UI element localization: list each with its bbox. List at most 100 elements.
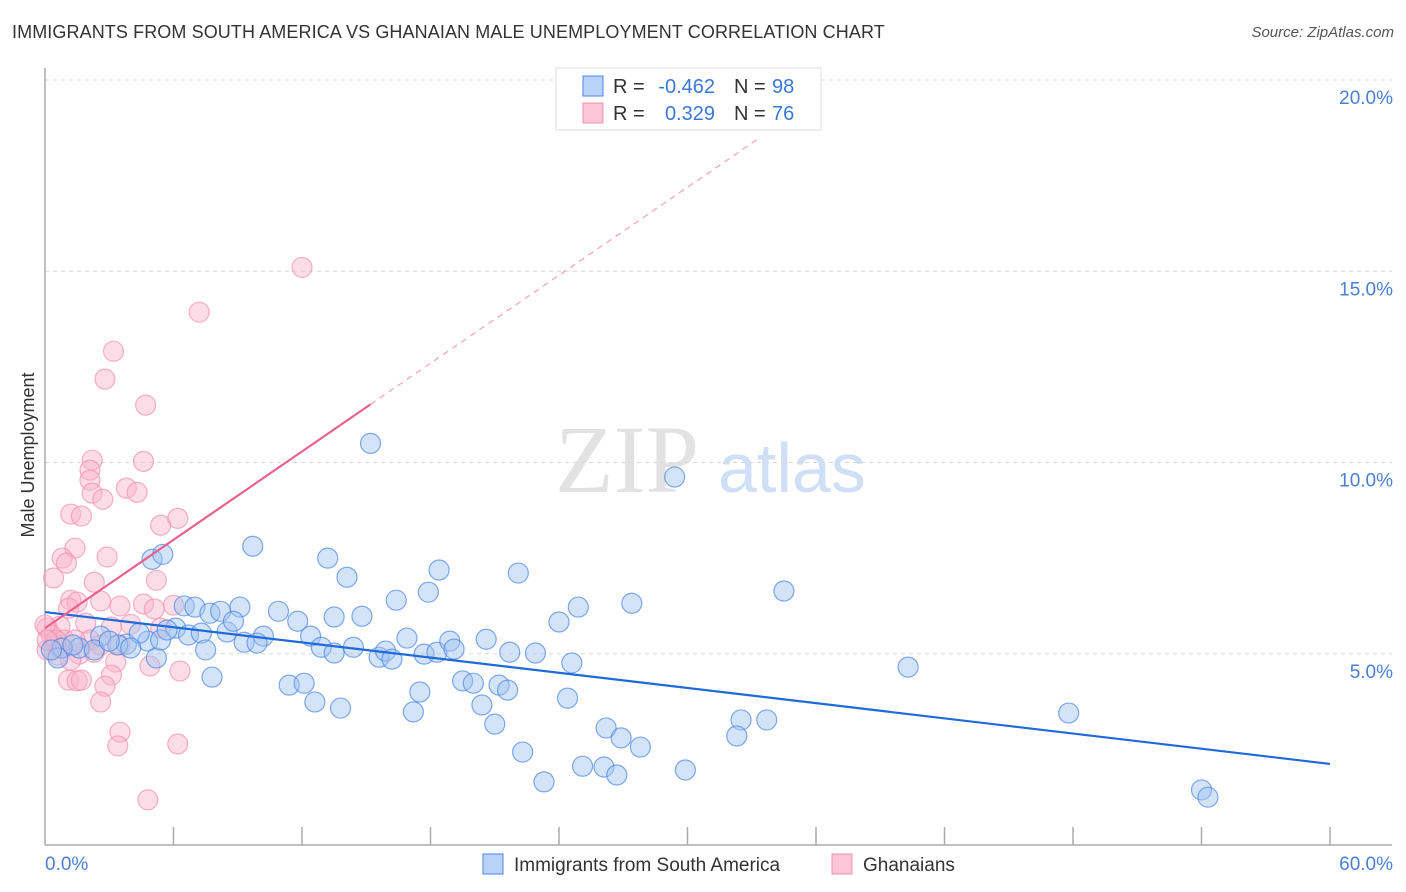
south-america-point [511,741,534,763]
n-value-blue: 98 [772,76,794,98]
south-america-point [299,625,322,647]
south-america-point [317,547,339,569]
y-tick-label: 20.0% [1339,88,1393,109]
south-america-point [443,638,465,660]
south-america-point [190,622,212,644]
south-america-point [195,639,217,661]
south-america-point [336,566,358,588]
n-label: N = [734,76,766,98]
south-america-point [561,652,583,674]
south-america-point [726,725,748,747]
south-america-point [229,596,251,618]
ghanaian-point [115,477,137,499]
south-america-point [428,559,450,581]
south-america-point [98,630,120,652]
ghanaian-point [60,503,82,525]
legend-label-ghanaians: Ghanaians [863,855,955,876]
south-america-point [897,656,919,678]
y-tick-label: 5.0% [1350,662,1393,683]
ghanaian-point [79,469,101,491]
south-america-point [497,679,519,701]
blue-swatch [582,75,604,97]
south-america-point [267,600,290,622]
south-america-point [293,672,315,694]
south-america-point [756,709,778,731]
south-america-point [385,589,407,611]
ghanaian-point [105,651,127,673]
ghanaian-point [90,691,112,713]
south-america-point [595,717,617,739]
south-america-point [145,647,167,669]
ghanaian-point [81,482,103,504]
watermark-atlas: atlas [718,429,866,507]
ghanaian-point [55,552,78,574]
ghanaian-point [107,735,129,757]
chart-title: IMMIGRANTS FROM SOUTH AMERICA VS GHANAIA… [12,22,885,42]
south-america-point [242,535,264,557]
south-america-point [351,605,373,627]
south-america-point [571,755,594,777]
south-america-point [484,713,506,735]
south-america-point [287,610,309,632]
south-america-point [475,628,497,650]
ghanaian-point [109,595,131,617]
south-america-point [201,666,223,688]
y-tick-label: 10.0% [1339,471,1393,492]
ghanaian-point [126,481,148,503]
ghanaian-point [132,593,155,615]
pink-swatch [582,102,604,124]
r-label: R = [613,103,645,125]
south-america-point [664,466,686,488]
south-america-point [1197,786,1219,808]
south-america-point [533,771,555,793]
south-america-point [773,580,795,602]
south-america-point [156,619,178,641]
ghanaian-point [70,505,93,527]
x-tick-label-max: 60.0% [1339,854,1393,875]
watermark: ZIP [555,406,699,513]
ghanaian-point [70,669,93,691]
south-america-point [1058,702,1080,724]
south-america-point [304,691,326,713]
south-america-point [593,756,615,778]
ghanaian-point [188,301,210,323]
south-america-point [730,709,752,731]
legend-swatch-south-america [482,853,504,875]
ghanaian-point [57,669,80,691]
x-tick-label-min: 0.0% [45,854,88,875]
south-america-point [548,611,570,633]
ghanaian-point [145,569,167,591]
ghanaian-point [100,664,122,686]
source-label: Source: ZipAtlas.com [1251,24,1394,41]
south-america-point [629,736,651,758]
ghanaian-point [94,368,116,390]
ghanaian-point [96,546,118,568]
legend-swatch-ghanaians [831,853,853,875]
y-axis-label: Male Unemployment [18,372,38,537]
south-america-point [507,562,529,584]
ghanaian-point [167,507,189,529]
ghanaian-point [132,450,155,472]
ghanaian-point [291,256,313,279]
ghanaian-trend-line [44,403,372,630]
south-america-point [222,610,245,632]
south-america-point [40,639,63,661]
south-america-point [524,642,547,664]
south-america-point [621,592,643,614]
r-label: R = [613,76,645,98]
stats-legend: R = -0.462 N = 98 R = 0.329 N = 76 [555,67,822,131]
ghanaian-point [169,660,191,682]
y-tick-label: 15.0% [1339,279,1393,300]
n-label: N = [734,103,766,125]
ghanaian-point [137,789,159,811]
south-america-point [323,606,345,628]
south-america-point [199,602,221,624]
south-america-point [499,641,521,663]
ghanaian-point [135,394,157,416]
south-america-point [323,642,345,664]
south-america-point [462,672,484,694]
ghanaian-point [109,721,131,743]
ghanaian-point [167,733,189,755]
